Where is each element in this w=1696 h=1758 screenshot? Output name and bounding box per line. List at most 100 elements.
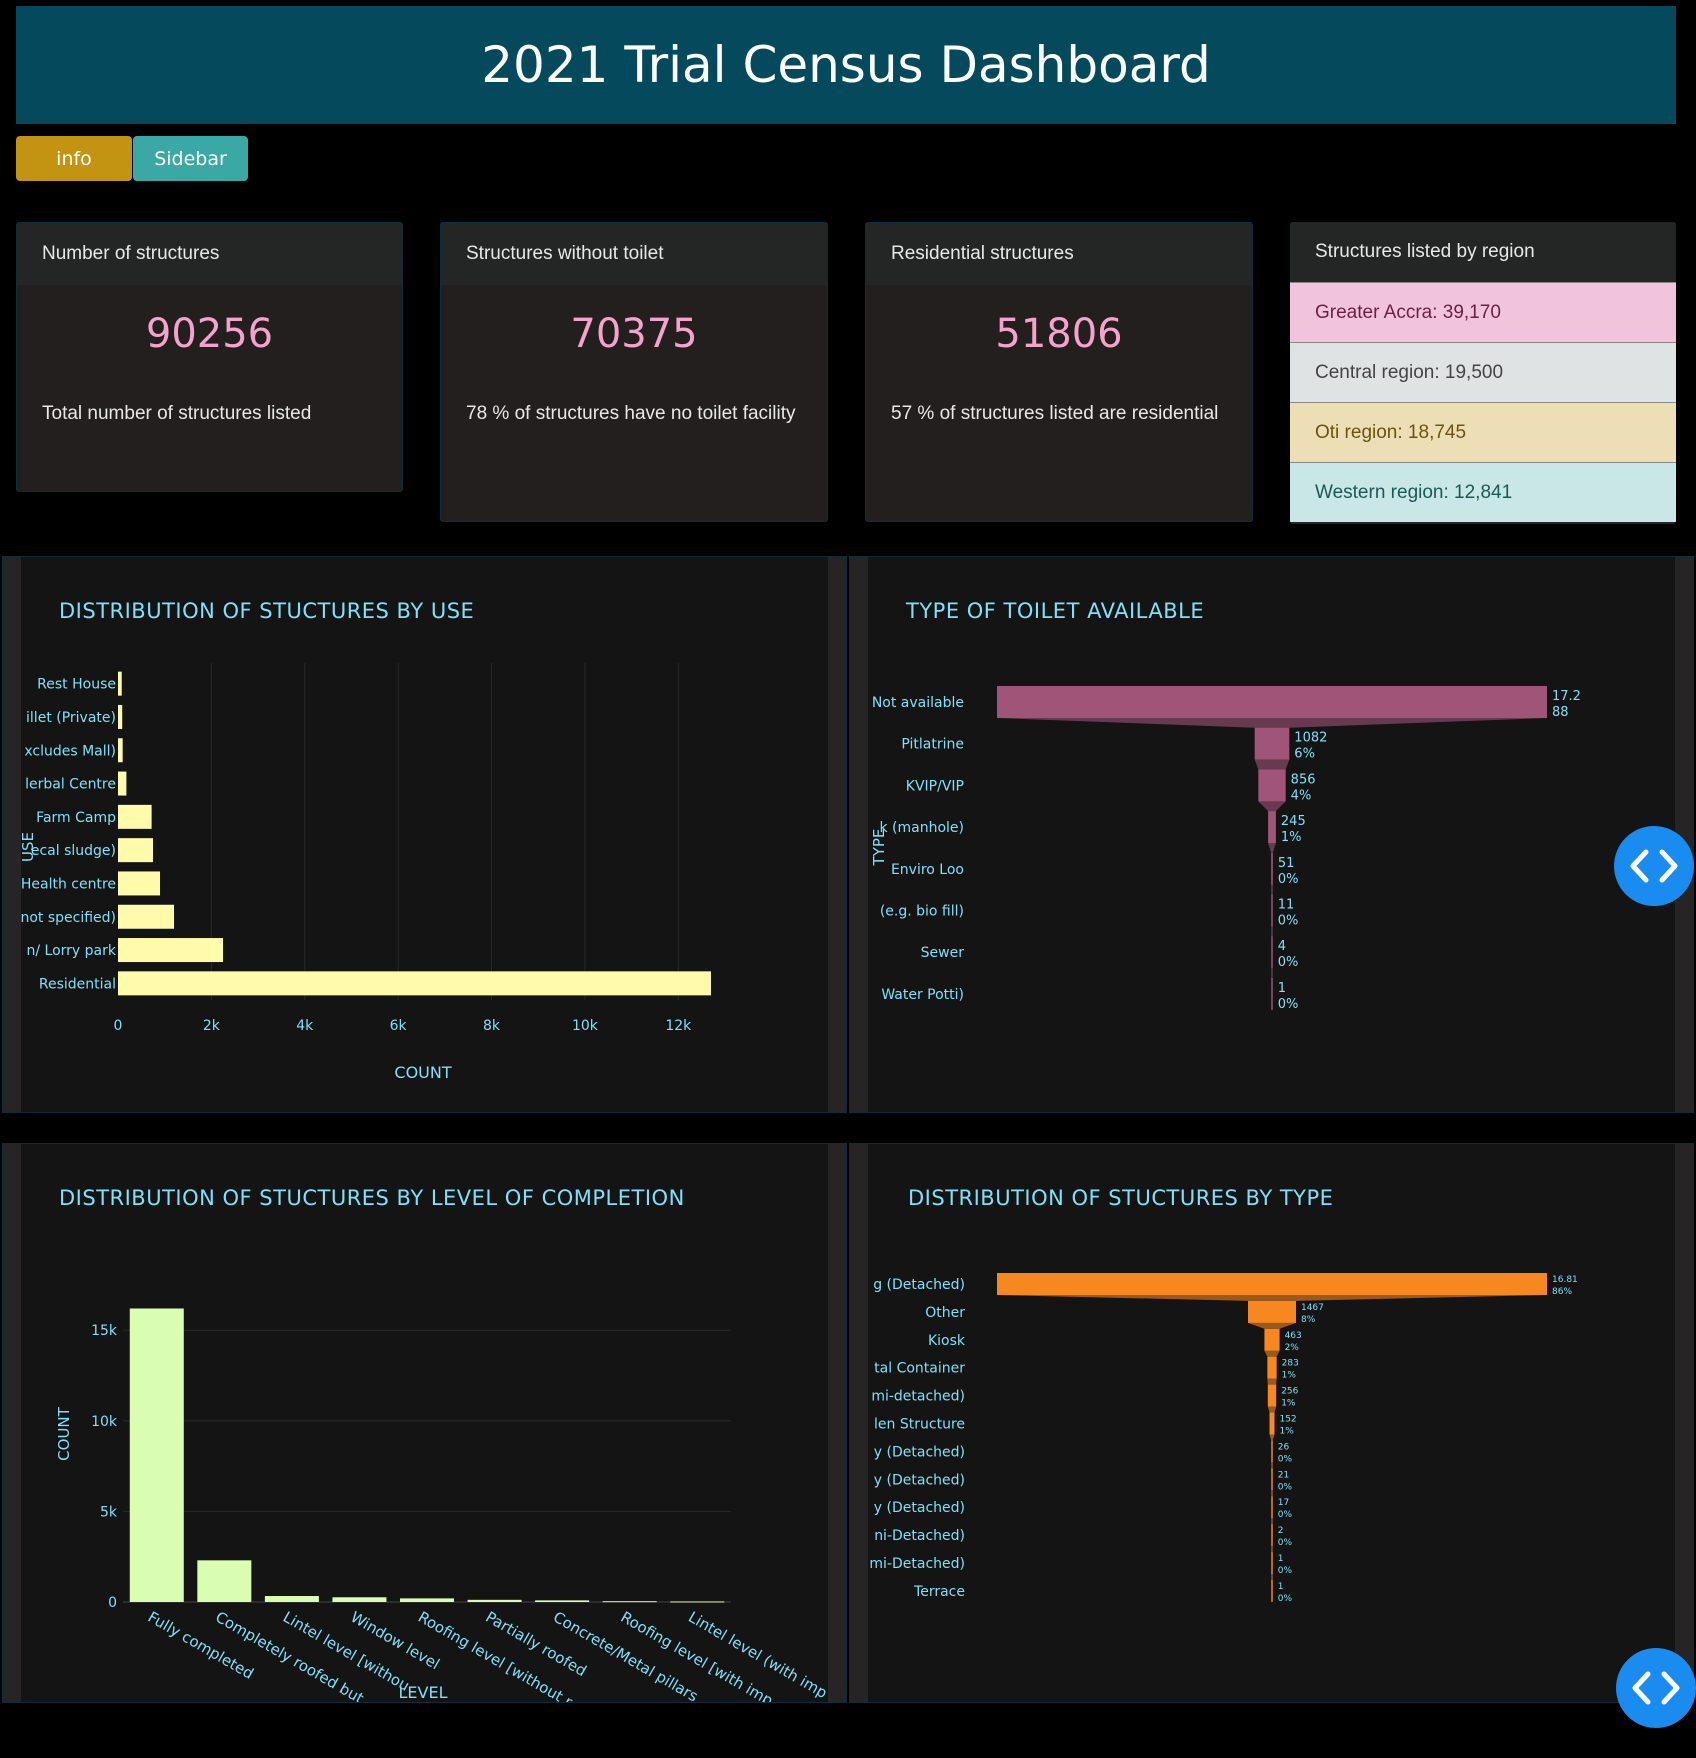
- regions-card: Structures listed by region Greater Accr…: [1290, 222, 1676, 524]
- funnel-connector: [1271, 968, 1273, 978]
- bar: [467, 1599, 522, 1602]
- y-tick-label: tal Container: [874, 1361, 965, 1377]
- y-tick-label: Sewer: [921, 945, 965, 961]
- x-axis-label: LEVEL: [399, 1683, 448, 1702]
- funnel-bar: [1271, 1468, 1273, 1491]
- data-label-percent: 1%: [1281, 1399, 1296, 1409]
- funnel-connector: [1269, 1434, 1275, 1441]
- y-axis-label: TYPE: [870, 829, 888, 867]
- bar: [602, 1601, 657, 1603]
- sidebar-button[interactable]: Sidebar: [133, 136, 248, 181]
- y-tick-label: 0: [108, 1595, 117, 1611]
- y-tick-label: Health centre: [21, 876, 116, 892]
- funnel-bar: [1271, 852, 1273, 885]
- funnel-connector: [1254, 759, 1290, 770]
- regions-title: Structures listed by region: [1290, 222, 1676, 282]
- bar: [118, 871, 161, 896]
- data-label: 1: [1278, 1582, 1284, 1592]
- data-label-percent: 8%: [1301, 1315, 1316, 1325]
- data-label: 856: [1291, 772, 1316, 787]
- y-tick-label: Residential: [39, 976, 116, 992]
- y-tick-label: KVIP/VIP: [906, 778, 964, 794]
- funnel-bar: [997, 1273, 1547, 1295]
- funnel-connector: [1271, 1462, 1273, 1469]
- type-chart-panel: DISTRIBUTION OF STUCTURES BY TYPE g (Det…: [849, 1143, 1694, 1703]
- y-tick-label: y (Detached): [874, 1500, 965, 1516]
- data-label-percent: 1%: [1279, 1427, 1294, 1437]
- funnel-bar: [1254, 727, 1290, 760]
- y-tick-label: Rest House: [37, 677, 116, 693]
- funnel-connector: [1264, 1350, 1280, 1357]
- funnel-bar: [997, 686, 1547, 718]
- y-tick-label: xcludes Mall): [24, 743, 116, 759]
- funnel-bar: [1271, 894, 1273, 927]
- funnel-bar: [1258, 769, 1286, 802]
- data-label: 11: [1278, 898, 1295, 913]
- y-tick-label: y (Detached): [874, 1444, 965, 1460]
- funnel-bar: [1271, 1440, 1273, 1463]
- y-tick-label: lerbal Centre: [25, 777, 116, 793]
- card-description: Total number of structures listed: [42, 403, 312, 424]
- funnel-connector: [1271, 1518, 1273, 1525]
- y-tick-label: Not available: [872, 695, 964, 711]
- funnel-bar: [1269, 1412, 1275, 1435]
- data-label-percent: 6%: [1294, 747, 1315, 762]
- data-label: 51: [1278, 856, 1295, 871]
- region-item: Western region: 12,841: [1290, 462, 1676, 522]
- funnel-connector: [1258, 801, 1286, 812]
- chevron-left-right-icon[interactable]: [1614, 826, 1694, 906]
- bar: [400, 1598, 454, 1602]
- y-tick-label: len Structure: [874, 1417, 965, 1433]
- funnel-connector: [1267, 1406, 1277, 1413]
- y-tick-label: mi-detached): [871, 1389, 965, 1405]
- bar: [129, 1308, 184, 1602]
- data-label-percent: 0%: [1278, 1510, 1293, 1520]
- chevron-left-right-icon[interactable]: [1616, 1648, 1696, 1728]
- y-tick-label: g (Detached): [873, 1277, 965, 1293]
- bar: [118, 738, 123, 763]
- data-label: 1: [1278, 981, 1286, 996]
- y-tick-label: Terrace: [913, 1584, 965, 1600]
- y-tick-label: k (manhole): [879, 820, 964, 836]
- y-tick-label: 5k: [100, 1504, 118, 1520]
- funnel-bar: [1267, 1384, 1277, 1407]
- funnel-connector: [1271, 884, 1273, 895]
- funnel-connector: [1268, 843, 1276, 853]
- data-label: 4: [1278, 939, 1286, 954]
- data-label-percent: 0%: [1278, 1566, 1293, 1576]
- card-residential-structures: Residential structures 51806 57 % of str…: [865, 222, 1253, 522]
- data-label: 1: [1278, 1554, 1284, 1564]
- data-label-percent: 0%: [1278, 955, 1299, 970]
- y-tick-label: 15k: [91, 1323, 118, 1339]
- y-axis-label: USE: [19, 832, 37, 862]
- y-tick-label: not specified): [20, 910, 116, 926]
- x-tick-label: 2k: [203, 1018, 221, 1034]
- card-description: 57 % of structures listed are residentia…: [891, 403, 1219, 424]
- card-title: Structures without toilet: [441, 223, 827, 285]
- data-label: 16.81: [1552, 1275, 1578, 1285]
- data-label: 17.2: [1552, 689, 1581, 704]
- funnel-bar: [1264, 1328, 1280, 1351]
- chart-title: DISTRIBUTION OF STUCTURES BY TYPE: [908, 1186, 1334, 1210]
- data-label-percent: 1%: [1281, 830, 1302, 845]
- y-axis-label: COUNT: [55, 1406, 73, 1460]
- data-label: 1082: [1294, 731, 1327, 746]
- y-tick-label: y (Detached): [874, 1472, 965, 1488]
- funnel-connector: [1271, 1574, 1273, 1580]
- data-label-percent: 86%: [1552, 1287, 1572, 1297]
- bar: [670, 1601, 725, 1603]
- toilet-chart-panel: TYPE OF TOILET AVAILABLE Not available 17…: [849, 556, 1694, 1113]
- data-label: 17: [1278, 1498, 1289, 1508]
- funnel-bar: [1271, 1552, 1273, 1574]
- y-tick-label: n/ Lorry park: [27, 943, 117, 959]
- y-tick-label: ecal sludge): [31, 843, 116, 859]
- info-button[interactable]: info: [16, 136, 132, 181]
- type-funnel-chart: g (Detached) 16.81 86% Other 1467 8% Kiosk 463 2…: [869, 1273, 1578, 1604]
- data-label-percent: 0%: [1278, 914, 1299, 929]
- data-label: 21: [1278, 1470, 1289, 1480]
- y-tick-label: Water Potti): [881, 987, 964, 1003]
- funnel-bar: [1267, 1356, 1277, 1379]
- data-label-percent: 0%: [1278, 872, 1299, 887]
